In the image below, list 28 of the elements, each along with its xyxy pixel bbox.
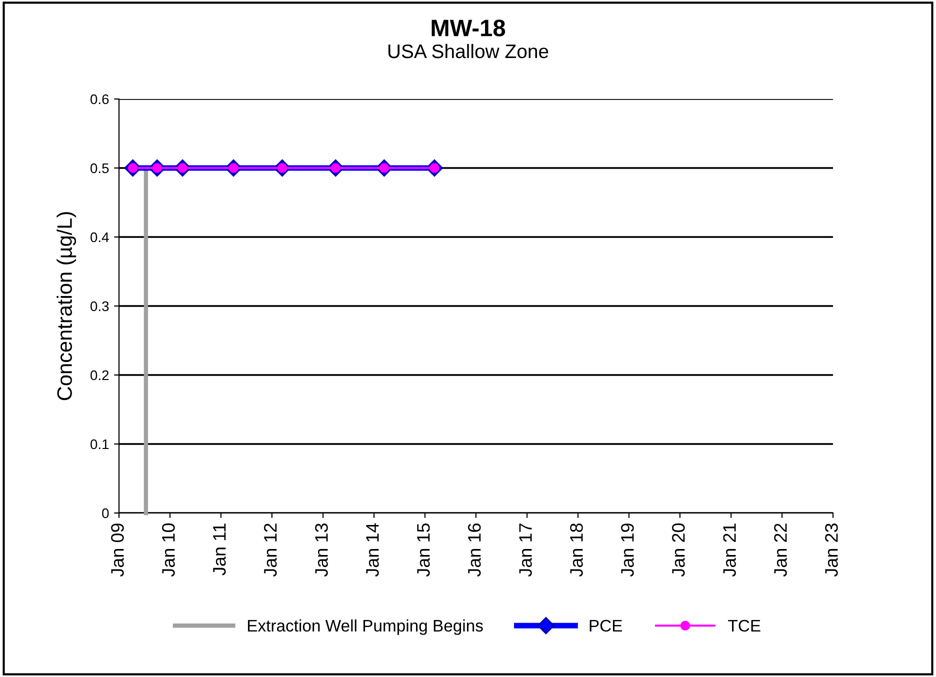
- x-tick-label: Jan 09: [111, 524, 124, 577]
- legend-label: PCE: [590, 620, 622, 632]
- chart-subtitle: USA Shallow Zone: [388, 44, 548, 58]
- x-tick-label: Jan 10: [162, 523, 175, 577]
- x-tick-label: Jan 14: [366, 523, 379, 577]
- y-tick-label: 0.3: [90, 301, 109, 312]
- y-tick-label: 0.5: [90, 163, 109, 174]
- y-tick-label: 0.6: [90, 94, 109, 104]
- x-tick-label: Jan 19: [621, 524, 634, 577]
- x-tick-label: Jan 16: [468, 524, 481, 577]
- x-tick-label: Jan 13: [315, 524, 328, 577]
- x-tick-label: Jan 22: [774, 524, 787, 577]
- y-axis-title: Concentration (µg/L): [56, 212, 76, 400]
- chart-title: MW-18: [432, 20, 506, 36]
- x-tick-label: Jan 15: [417, 523, 430, 577]
- legend-label: Extraction Well Pumping Begins: [248, 619, 483, 635]
- y-tick-label: 0.1: [90, 439, 109, 450]
- x-tick-label: Jan 12: [264, 524, 277, 577]
- x-tick-label: Jan 20: [672, 523, 685, 577]
- y-tick-label: 0: [102, 508, 109, 518]
- x-tick-label: Jan 11: [213, 524, 226, 576]
- x-tick-label: Jan 18: [570, 524, 583, 577]
- x-tick-label: Jan 23: [825, 524, 838, 577]
- legend-label: TCE: [728, 620, 760, 632]
- y-tick-label: 0.4: [90, 232, 109, 242]
- x-tick-label: Jan 21: [723, 524, 736, 577]
- x-tick-label: Jan 17: [519, 524, 532, 577]
- y-tick-label: 0.2: [90, 370, 109, 380]
